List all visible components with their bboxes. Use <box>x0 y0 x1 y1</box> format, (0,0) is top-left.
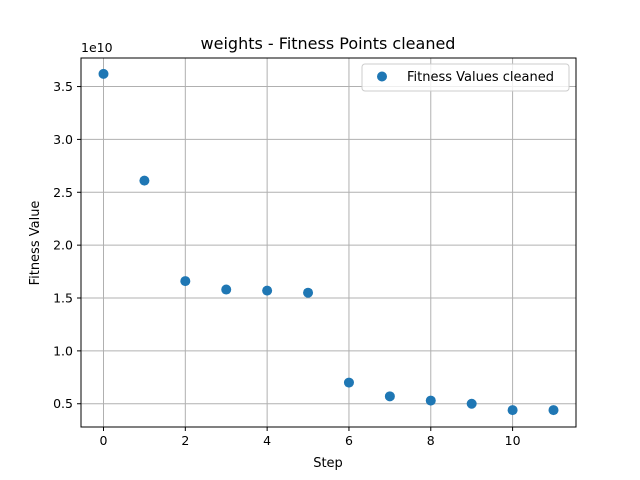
data-point <box>303 287 314 298</box>
y-tick-label: 2.0 <box>53 238 73 253</box>
y-tick-label: 1.0 <box>53 343 73 358</box>
x-axis-label: Step <box>313 456 343 471</box>
x-tick-label: 4 <box>263 433 271 448</box>
data-point <box>425 395 436 406</box>
y-axis-ticks: 0.5 1.0 1.5 2.0 2.5 3.0 3.5 <box>53 79 81 411</box>
y-tick-label: 3.0 <box>53 132 73 147</box>
data-point <box>466 398 477 409</box>
x-tick-label: 2 <box>181 433 189 448</box>
y-axis-label: Fitness Value <box>28 201 43 286</box>
legend: Fitness Values cleaned <box>361 63 570 92</box>
data-points <box>98 68 559 416</box>
plot-area-frame <box>80 57 577 428</box>
chart-title: weights - Fitness Points cleaned <box>201 34 456 53</box>
x-tick-label: 8 <box>427 433 435 448</box>
y-tick-label: 1.5 <box>53 291 73 306</box>
legend-label: Fitness Values cleaned <box>407 70 554 85</box>
x-axis-ticks: 0 2 4 6 8 10 <box>100 427 521 448</box>
data-point <box>139 175 150 186</box>
data-point <box>507 405 518 416</box>
data-point <box>548 405 559 416</box>
legend-marker <box>377 71 387 82</box>
data-point <box>343 377 354 388</box>
data-point <box>98 68 109 79</box>
data-point <box>384 391 395 402</box>
legend-box <box>361 63 570 92</box>
x-tick-label: 0 <box>100 433 108 448</box>
y-tick-label: 2.5 <box>53 185 73 200</box>
grid <box>81 58 576 427</box>
y-tick-label: 3.5 <box>53 79 73 94</box>
y-tick-label: 0.5 <box>53 396 73 411</box>
y-axis-offset-label: 1e10 <box>81 40 113 55</box>
data-point <box>180 276 191 287</box>
x-tick-label: 10 <box>505 433 521 448</box>
data-point <box>221 284 232 295</box>
x-tick-label: 6 <box>345 433 353 448</box>
data-point <box>262 285 273 296</box>
